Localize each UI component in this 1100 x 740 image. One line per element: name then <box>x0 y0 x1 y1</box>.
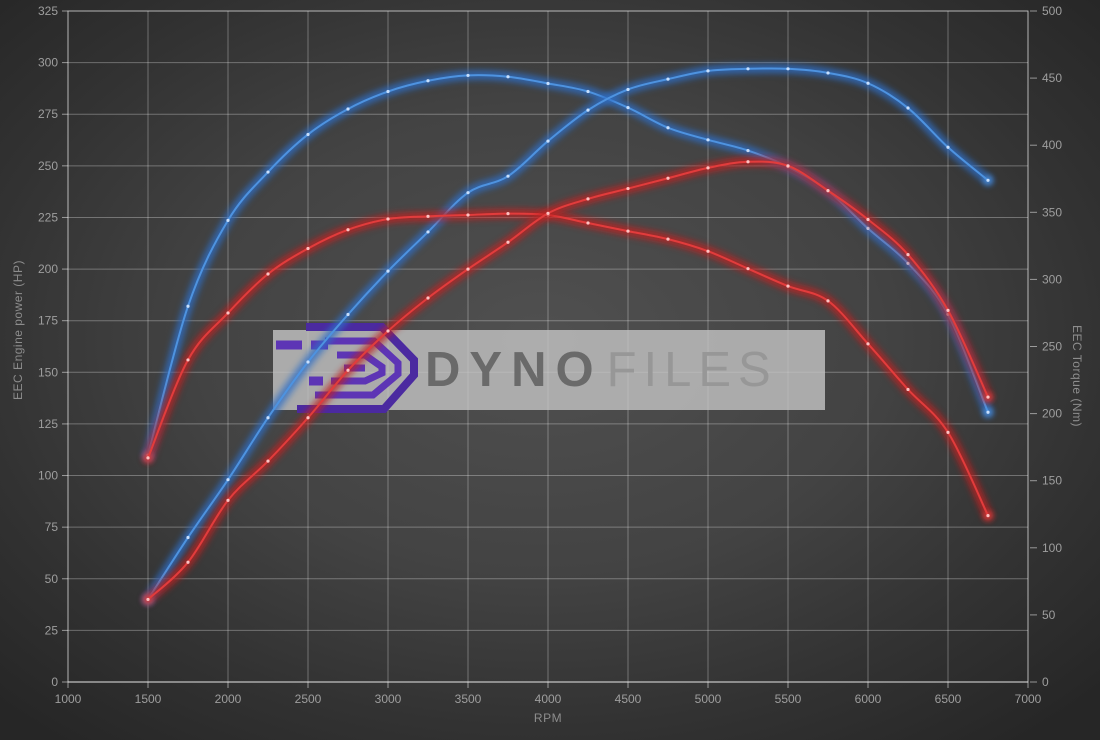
y-left-tick-label: 125 <box>38 417 58 431</box>
x-tick-label: 1000 <box>55 692 82 706</box>
y-left-tick-label: 0 <box>51 675 58 689</box>
y-left-tick-label: 50 <box>45 572 59 586</box>
x-tick-label: 3000 <box>375 692 402 706</box>
x-tick-label: 4500 <box>615 692 642 706</box>
x-tick-label: 1500 <box>135 692 162 706</box>
y-left-tick-label: 100 <box>38 469 58 483</box>
y-right-tick-label: 100 <box>1042 541 1062 555</box>
y-left-tick-label: 75 <box>45 520 59 534</box>
y-right-tick-label: 450 <box>1042 71 1062 85</box>
x-axis-title: RPM <box>533 711 563 725</box>
y-right-tick-label: 300 <box>1042 272 1062 286</box>
left-axis-title: EEC Engine power (HP) <box>11 260 25 400</box>
y-left-tick-label: 200 <box>38 262 58 276</box>
x-tick-label: 3500 <box>455 692 482 706</box>
y-right-tick-label: 0 <box>1042 675 1049 689</box>
x-tick-label: 6500 <box>935 692 962 706</box>
y-left-tick-label: 25 <box>45 623 59 637</box>
y-left-tick-label: 225 <box>38 210 58 224</box>
x-tick-label: 7000 <box>1015 692 1042 706</box>
x-tick-label: 5000 <box>695 692 722 706</box>
dynofiles-watermark: DYNO FILES <box>273 323 825 413</box>
right-axis-title: EEC Torque (Nm) <box>1070 325 1084 427</box>
y-left-tick-label: 275 <box>38 107 58 121</box>
y-left-tick-label: 300 <box>38 56 58 70</box>
y-right-tick-label: 500 <box>1042 4 1062 18</box>
y-left-tick-label: 175 <box>38 314 58 328</box>
brand-files: FILES <box>606 343 778 397</box>
y-right-tick-label: 350 <box>1042 205 1062 219</box>
y-right-tick-label: 50 <box>1042 608 1056 622</box>
y-right-tick-label: 150 <box>1042 474 1062 488</box>
brand-dyno: DYNO <box>425 343 603 397</box>
dynofiles-wordmark: DYNO FILES <box>425 330 778 410</box>
y-left-tick-label: 325 <box>38 4 58 18</box>
x-tick-label: 2000 <box>215 692 242 706</box>
x-tick-label: 2500 <box>295 692 322 706</box>
y-right-tick-label: 400 <box>1042 138 1062 152</box>
dynofiles-logo-icon <box>276 323 418 413</box>
y-left-tick-label: 250 <box>38 159 58 173</box>
y-right-tick-label: 200 <box>1042 407 1062 421</box>
y-right-tick-label: 250 <box>1042 340 1062 354</box>
x-tick-label: 5500 <box>775 692 802 706</box>
y-left-tick-label: 150 <box>38 365 58 379</box>
x-tick-label: 4000 <box>535 692 562 706</box>
x-tick-label: 6000 <box>855 692 882 706</box>
